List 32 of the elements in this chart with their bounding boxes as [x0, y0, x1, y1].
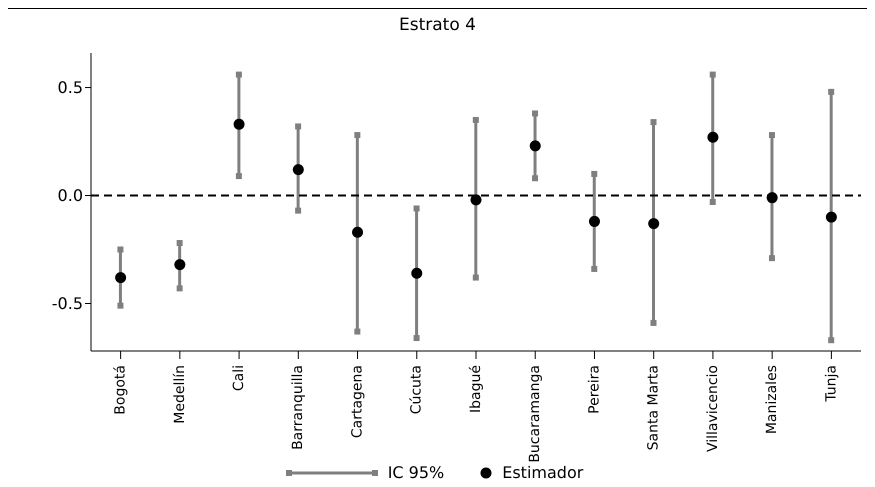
- point: [648, 218, 660, 230]
- y-tick-label: -0.5: [52, 294, 83, 314]
- x-tick-label: Santa Marta: [646, 365, 662, 450]
- point: [530, 140, 541, 152]
- x-tick-label: Tunja: [823, 365, 840, 403]
- x-tick-label: Barranquilla: [290, 365, 306, 450]
- chart-title: Estrato 4: [8, 8, 867, 45]
- x-tick-label: Medellín: [172, 365, 188, 424]
- x-tick-label: Cartagena: [349, 365, 366, 438]
- point: [707, 132, 718, 143]
- point: [352, 226, 364, 238]
- y-tick-label: 0.5: [58, 78, 83, 98]
- x-tick-label: Bogotá: [112, 365, 129, 415]
- point: [588, 216, 600, 227]
- point: [115, 272, 126, 284]
- x-tick-label: Villavicencio: [704, 365, 721, 452]
- x-tick-label: Manizales: [764, 365, 780, 434]
- point: [292, 164, 304, 176]
- x-tick-label: Cali: [231, 365, 248, 392]
- legend-label: Estimador: [502, 463, 584, 482]
- point: [411, 268, 422, 279]
- x-tick-label: Ibagué: [468, 365, 484, 413]
- point: [826, 212, 837, 223]
- point: [766, 192, 778, 204]
- x-tick-label: Pereira: [586, 365, 602, 414]
- point: [470, 194, 482, 206]
- point: [234, 118, 245, 130]
- text: IC 95%: [388, 463, 444, 482]
- x-tick-label: Bucaramanga: [527, 365, 544, 463]
- point: [174, 259, 186, 270]
- y-tick-label: 0.0: [58, 186, 83, 206]
- x-tick-label: Cúcuta: [408, 365, 425, 414]
